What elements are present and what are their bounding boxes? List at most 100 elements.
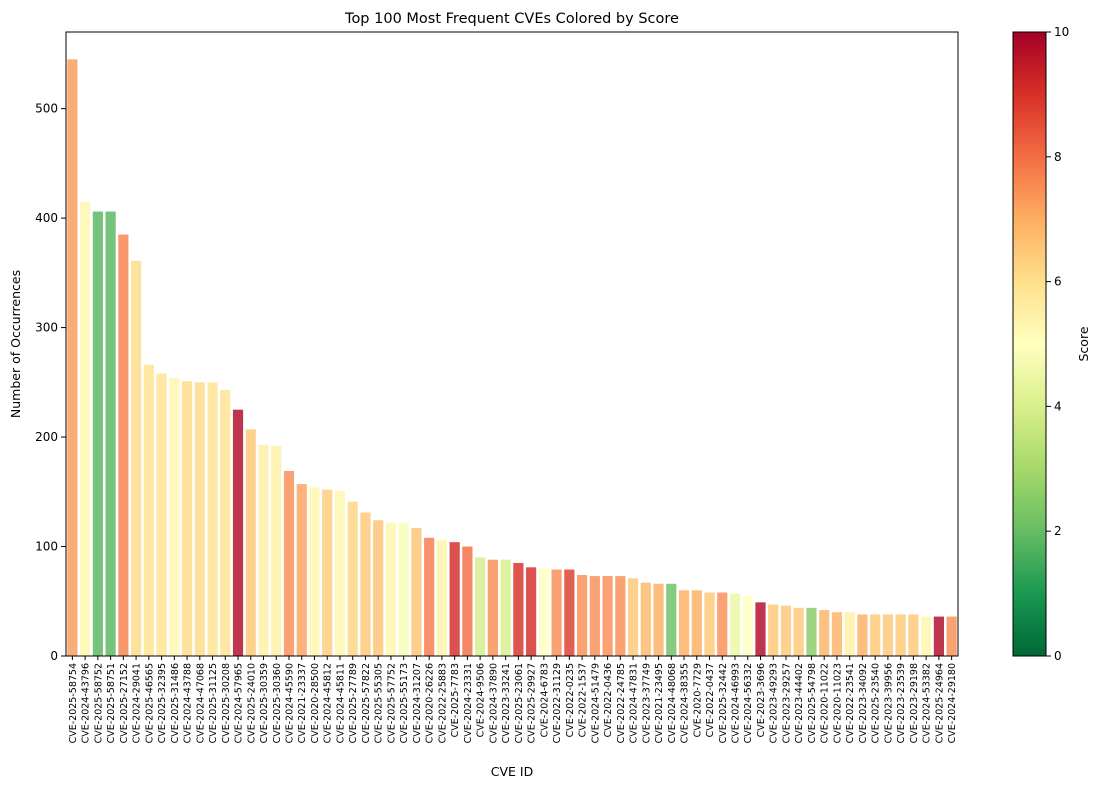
bar-CVE-2025-29927 (526, 567, 537, 656)
x-tick-label: CVE-2024-43796 (81, 663, 92, 743)
x-tick-label: CVE-2025-31486 (170, 663, 181, 743)
bar-CVE-2025-31486 (169, 377, 180, 656)
bar-CVE-2025-24964 (933, 616, 944, 656)
bar-CVE-2024-45590 (283, 470, 295, 656)
x-tick-label: CVE-2024-6783 (539, 663, 550, 737)
x-tick-label: CVE-2023-37749 (641, 663, 652, 743)
bar-CVE-2022-25883 (436, 539, 448, 656)
x-tick-label: CVE-2025-57822 (361, 663, 372, 743)
x-tick-label: CVE-2023-29257 (781, 663, 792, 743)
bar-CVE-2023-23539 (895, 614, 906, 656)
y-axis-ticks: 0 100 200 300 400 500 (35, 102, 66, 663)
x-axis-ticks: CVE-2025-58754 CVE-2024-43796 CVE-2025-587… (68, 656, 958, 743)
colorbar-tick-label: 2 (1054, 524, 1062, 538)
x-tick-label: CVE-2020-7729 (692, 663, 703, 737)
y-axis-title: Number of Occurrences (8, 270, 23, 418)
bar-CVE-2020-28500 (309, 487, 320, 656)
bar-CVE-2022-0235 (564, 569, 575, 656)
x-tick-label: CVE-2025-54798 (807, 663, 818, 743)
bar-CVE-2025-24010 (245, 429, 256, 656)
bar-CVE-2024-56332 (742, 595, 753, 656)
x-tick-label: CVE-2022-25883 (437, 663, 448, 743)
x-tick-label: CVE-2025-55173 (399, 663, 410, 743)
x-tick-label: CVE-2023-23539 (896, 663, 907, 743)
x-tick-label: CVE-2025-29927 (527, 663, 538, 743)
x-tick-label: CVE-2023-39956 (883, 663, 894, 743)
bar-CVE-2024-57965 (232, 409, 244, 656)
x-tick-label: CVE-2023-49293 (769, 663, 780, 743)
colorbar-frame (1012, 31, 1047, 657)
x-tick-label: CVE-2024-43788 (183, 663, 194, 743)
bar-CVE-2023-34092 (857, 614, 868, 656)
x-tick-label: CVE-2023-29198 (909, 663, 920, 743)
x-tick-label: CVE-2023-34092 (858, 663, 869, 743)
y-tick-label: 0 (50, 649, 58, 663)
bar-CVE-2025-7783 (449, 542, 460, 656)
x-tick-label: CVE-2020-11023 (832, 663, 843, 743)
colorbar-tick-label: 8 (1054, 150, 1062, 164)
x-tick-label: CVE-2020-11022 (820, 663, 831, 743)
colorbar (1013, 32, 1046, 656)
bar-CVE-2021-23337 (296, 484, 307, 656)
bar-CVE-2025-27789 (347, 501, 358, 656)
x-tick-label: CVE-2025-30208 (221, 663, 232, 743)
x-tick-label: CVE-2025-46565 (144, 663, 155, 743)
bar-CVE-2022-0436 (602, 576, 613, 656)
x-tick-label: CVE-2025-58754 (68, 663, 79, 743)
bar-CVE-2023-37749 (640, 582, 651, 656)
bar-CVE-2024-47068 (194, 382, 205, 656)
colorbar-tick-label: 0 (1054, 649, 1062, 663)
bar-CVE-2020-7729 (691, 590, 702, 656)
x-tick-label: CVE-2025-23540 (871, 663, 882, 743)
bar-CVE-2022-1537 (576, 574, 588, 656)
x-tick-label: CVE-2025-23061 (514, 663, 525, 743)
bar-CVE-2025-30208 (220, 389, 231, 656)
x-tick-label: CVE-2024-48068 (667, 663, 678, 743)
bar-CVE-2024-31207 (411, 527, 422, 656)
x-tick-label: CVE-2023-3696 (756, 663, 767, 737)
bar-CVE-2020-26226 (424, 537, 435, 656)
y-tick-label: 200 (35, 430, 58, 444)
bar-CVE-2023-44402 (793, 607, 804, 656)
x-tick-label: CVE-2024-31207 (412, 663, 423, 743)
bar-CVE-2023-39956 (882, 614, 894, 656)
bar-CVE-2025-31125 (207, 382, 218, 656)
bar-CVE-2024-38355 (678, 590, 690, 656)
x-tick-label: CVE-2024-45590 (285, 663, 296, 743)
bar-CVE-2025-32395 (156, 373, 167, 656)
bar-CVE-2024-29180 (946, 616, 957, 656)
x-tick-label: CVE-2025-24964 (934, 663, 945, 743)
bars-group (67, 59, 957, 657)
bar-CVE-2024-6783 (538, 568, 549, 656)
x-tick-label: CVE-2022-31129 (552, 663, 563, 743)
x-tick-label: CVE-2024-23331 (463, 663, 474, 743)
bar-CVE-2022-31129 (551, 569, 562, 656)
bar-CVE-2024-53382 (921, 616, 932, 656)
bar-CVE-2024-23331 (462, 546, 473, 656)
x-tick-label: CVE-2025-58751 (106, 663, 117, 743)
x-tick-label: CVE-2024-53382 (922, 663, 933, 743)
x-tick-label: CVE-2025-58752 (93, 663, 104, 743)
colorbar-ticks: 0 2 4 6 8 10 (1046, 25, 1069, 663)
bar-CVE-2020-11022 (819, 610, 830, 656)
bar-CVE-2022-23541 (844, 612, 855, 656)
x-tick-label: CVE-2024-45811 (335, 663, 346, 743)
bar-CVE-2025-55305 (373, 520, 384, 656)
x-tick-label: CVE-2025-32442 (718, 663, 729, 743)
colorbar-tick-label: 6 (1054, 275, 1062, 289)
bar-CVE-2023-29198 (908, 614, 919, 656)
bar-CVE-2025-54798 (806, 607, 817, 656)
bar-CVE-2025-30360 (271, 445, 282, 656)
bar-CVE-2024-51479 (589, 576, 600, 656)
x-tick-label: CVE-2024-37890 (488, 663, 499, 743)
x-tick-label: CVE-2025-30360 (272, 663, 283, 743)
x-tick-label: CVE-2025-24010 (246, 663, 257, 743)
bar-CVE-2023-33241 (500, 559, 511, 656)
bar-CVE-2023-49293 (768, 604, 779, 656)
bar-CVE-2025-23061 (513, 562, 524, 656)
bar-CVE-2024-9506 (475, 557, 486, 656)
x-tick-label: CVE-2022-24785 (616, 663, 627, 743)
x-tick-label: CVE-2024-29041 (132, 663, 143, 743)
bar-CVE-2024-43796 (80, 201, 91, 656)
x-tick-label: CVE-2023-33241 (501, 663, 512, 743)
